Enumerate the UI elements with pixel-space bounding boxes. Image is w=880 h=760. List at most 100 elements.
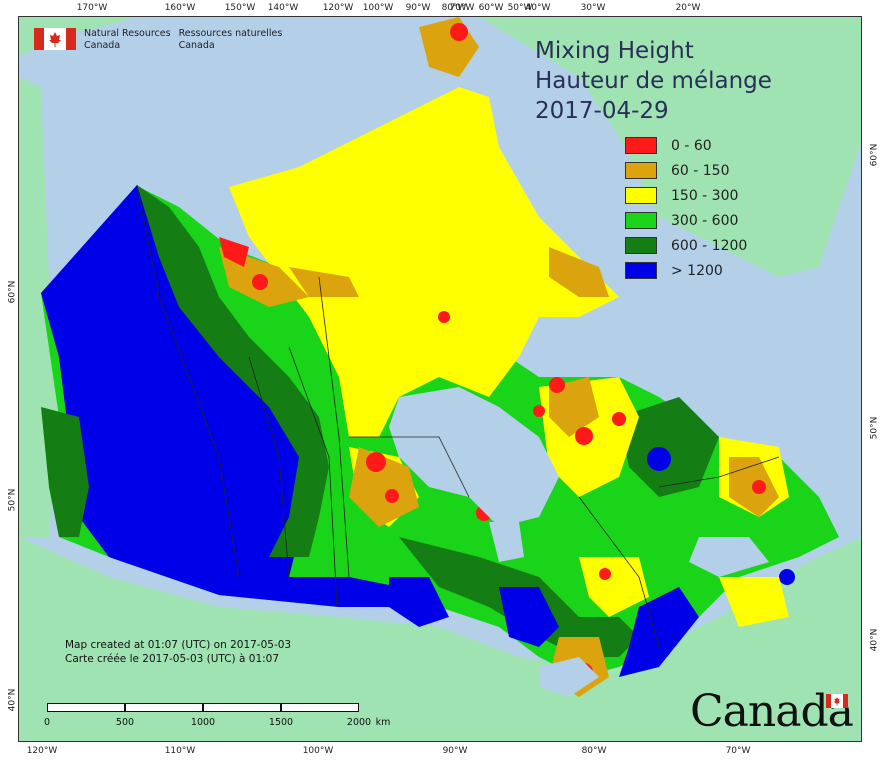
legend-label: 0 - 60 [671,137,712,154]
tick-top-50w: 50°W [507,3,533,13]
zone-red-11 [752,480,766,494]
tick-right-60n: 60°N [869,143,880,167]
tick-bottom-70w: 70°W [725,746,751,756]
scale-segment [281,703,359,712]
tick-top-90w: 90°W [405,3,431,13]
zone-darkgreen-belt [137,185,329,557]
tick-top-20w: 20°W [675,3,701,13]
zone-red-14 [219,237,249,267]
scale-label-1000: 1000 [190,717,216,728]
legend-item: > 1200 [625,258,747,283]
legend: 0 - 60 60 - 150 150 - 300 300 - 600 600 … [625,133,747,283]
zone-blue-great-lakes [499,587,559,647]
zone-red-7 [612,412,626,426]
legend-item: 60 - 150 [625,158,747,183]
tick-top-160w: 160°W [164,3,196,13]
title-line-en: Mixing Height [535,38,694,64]
greenland-land [479,17,861,277]
agency-name-fr-line1: Ressources naturelles [178,28,283,39]
tick-top-40w: 40°W [525,3,551,13]
tick-right-40n: 40°N [869,628,880,652]
mixing-height-map [18,16,862,742]
tick-top-150w: 150°W [224,3,256,13]
map-title: Mixing Height Hauteur de mélange 2017-04… [535,36,772,126]
tick-bottom-80w: 80°W [581,746,607,756]
legend-item: 0 - 60 [625,133,747,158]
legend-swatch [625,162,657,179]
tick-bottom-90w: 90°W [442,746,468,756]
canada-wordmark: Canada [690,686,854,737]
legend-label: 150 - 300 [671,187,739,204]
scale-segment [125,703,203,712]
zone-orange-ellesmere [419,17,479,77]
zone-red-12 [599,568,611,580]
title-date: 2017-04-29 [535,98,669,124]
legend-swatch [625,237,657,254]
legend-item: 600 - 1200 [625,233,747,258]
agency-header: Natural Resources Canada Ressources natu… [34,28,282,52]
gulf-st-lawrence-water [689,537,769,577]
map-credits: Map created at 01:07 (UTC) on 2017-05-03… [65,638,291,666]
canada-flag-icon [34,28,76,50]
alaska-land [19,17,139,57]
hudson-bay-water [389,387,559,527]
scale-segment [47,703,125,712]
agency-name-en-line1: Natural Resources [84,28,171,39]
legend-swatch [625,212,657,229]
zone-yellow-arctic [229,87,619,437]
zone-yellow-ontario [579,557,649,617]
zone-red-1 [450,23,468,41]
tick-right-50n: 50°N [869,416,880,440]
credits-en: Map created at 01:07 (UTC) on 2017-05-03 [65,639,292,651]
scale-segment [203,703,281,712]
tick-top-30w: 30°W [580,3,606,13]
scale-label-1500: 1500 [268,717,294,728]
tick-bottom-100w: 100°W [302,746,334,756]
tick-left-60n: 60°N [7,280,18,304]
usa-land [19,537,861,741]
legend-label: > 1200 [671,262,723,279]
wordmark-flag-icon [826,694,848,708]
scale-unit: km [375,717,391,728]
title-line-fr: Hauteur de mélange [535,68,772,94]
zone-red-2 [366,452,386,472]
zone-blue-newfoundland [779,569,795,585]
great-lakes-water [539,657,599,697]
zone-orange-hudson [349,447,419,527]
zone-red-3 [385,489,399,503]
legend-swatch [625,187,657,204]
zone-orange-quebec [549,377,599,437]
zone-orange-baffin [549,247,609,297]
tick-top-170w: 170°W [76,3,108,13]
tick-bottom-110w: 110°W [164,746,196,756]
legend-label: 60 - 150 [671,162,730,179]
credits-fr: Carte créée le 2017-05-03 (UTC) à 01:07 [65,653,280,665]
zone-darkgreen-coast-bc [41,407,89,537]
tick-left-40n: 40°N [7,688,18,712]
zone-red-10 [438,311,450,323]
tick-top-60w: 60°W [478,3,504,13]
agency-name-en: Natural Resources Canada [84,28,171,52]
legend-label: 600 - 1200 [671,237,748,254]
zone-blue-labrador [647,447,671,471]
legend-item: 150 - 300 [625,183,747,208]
tick-left-50n: 50°N [7,488,18,512]
zone-red-9 [252,274,268,290]
tick-top-70w: 70°W [449,3,475,13]
legend-label: 300 - 600 [671,212,739,229]
map-canvas [19,17,861,741]
zone-red-5 [549,377,565,393]
scale-bar: 0 500 1000 1500 2000 km [44,703,390,729]
zone-orange-arctic-mid [289,267,359,297]
james-bay-water [489,522,524,562]
tick-top-100w: 100°W [362,3,394,13]
tick-bottom-120w: 120°W [26,746,58,756]
legend-item: 300 - 600 [625,208,747,233]
agency-name-en-line2: Canada [84,40,121,51]
scale-label-500: 500 [115,717,135,728]
zone-blue-quebec-south [619,587,699,677]
tick-top-140w: 140°W [267,3,299,13]
legend-swatch [625,137,657,154]
zone-red-8 [533,405,545,417]
